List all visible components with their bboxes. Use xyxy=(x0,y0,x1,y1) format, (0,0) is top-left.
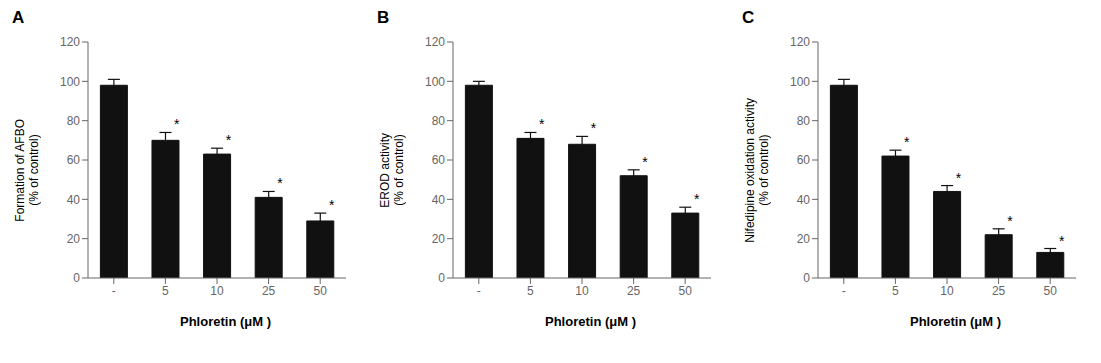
svg-text:0: 0 xyxy=(73,271,80,285)
svg-text:40: 40 xyxy=(797,193,811,207)
svg-text:100: 100 xyxy=(425,75,445,89)
svg-text:*: * xyxy=(1059,233,1065,249)
svg-text:-: - xyxy=(477,284,481,298)
html-text:EROD activity (% of control): EROD activity (% of control) xyxy=(378,132,406,208)
html-text:Phloretin (μM ): Phloretin (μM ) xyxy=(910,314,1001,329)
svg-text:*: * xyxy=(956,170,962,186)
html-text:Phloretin (μM ): Phloretin (μM ) xyxy=(180,314,271,329)
svg-text:80: 80 xyxy=(67,114,81,128)
svg-text:*: * xyxy=(694,191,700,207)
svg-text:120: 120 xyxy=(60,35,80,49)
svg-text:50: 50 xyxy=(1044,284,1058,298)
svg-text:-: - xyxy=(112,284,116,298)
svg-text:50: 50 xyxy=(679,284,693,298)
html-text:A: A xyxy=(12,8,25,27)
svg-text:60: 60 xyxy=(797,153,811,167)
svg-text:10: 10 xyxy=(940,284,954,298)
svg-text:5: 5 xyxy=(892,284,899,298)
svg-text:80: 80 xyxy=(432,114,446,128)
svg-text:25: 25 xyxy=(627,284,641,298)
svg-text:120: 120 xyxy=(790,35,810,49)
svg-text:*: * xyxy=(642,154,648,170)
html-text:Formation of AFBO (% of contro: Formation of AFBO (% of control) xyxy=(13,118,41,222)
svg-text:*: * xyxy=(329,197,335,213)
svg-text:0: 0 xyxy=(803,271,810,285)
svg-text:80: 80 xyxy=(797,114,811,128)
svg-text:-: - xyxy=(842,284,846,298)
svg-text:20: 20 xyxy=(797,232,811,246)
svg-text:5: 5 xyxy=(527,284,534,298)
svg-text:100: 100 xyxy=(60,75,80,89)
svg-text:*: * xyxy=(226,132,232,148)
svg-text:*: * xyxy=(539,116,545,132)
svg-text:25: 25 xyxy=(992,284,1006,298)
svg-text:25: 25 xyxy=(262,284,276,298)
svg-text:20: 20 xyxy=(67,232,81,246)
svg-text:60: 60 xyxy=(432,153,446,167)
svg-text:*: * xyxy=(591,120,597,136)
svg-text:60: 60 xyxy=(67,153,81,167)
svg-text:40: 40 xyxy=(432,193,446,207)
svg-text:10: 10 xyxy=(210,284,224,298)
svg-text:20: 20 xyxy=(432,232,446,246)
svg-text:5: 5 xyxy=(162,284,169,298)
html-text:B: B xyxy=(377,8,390,27)
svg-text:40: 40 xyxy=(67,193,81,207)
svg-text:50: 50 xyxy=(314,284,328,298)
svg-text:*: * xyxy=(904,134,910,150)
svg-text:*: * xyxy=(277,175,283,191)
svg-text:120: 120 xyxy=(425,35,445,49)
svg-text:10: 10 xyxy=(575,284,589,298)
html-text:Nifedipine oxidation activity: Nifedipine oxidation activity (% of cont… xyxy=(743,97,771,243)
svg-text:100: 100 xyxy=(790,75,810,89)
html-text:C: C xyxy=(742,8,755,27)
html-text:Phloretin (μM ): Phloretin (μM ) xyxy=(545,314,636,329)
svg-text:*: * xyxy=(1007,213,1013,229)
svg-text:*: * xyxy=(174,116,180,132)
svg-text:0: 0 xyxy=(438,271,445,285)
